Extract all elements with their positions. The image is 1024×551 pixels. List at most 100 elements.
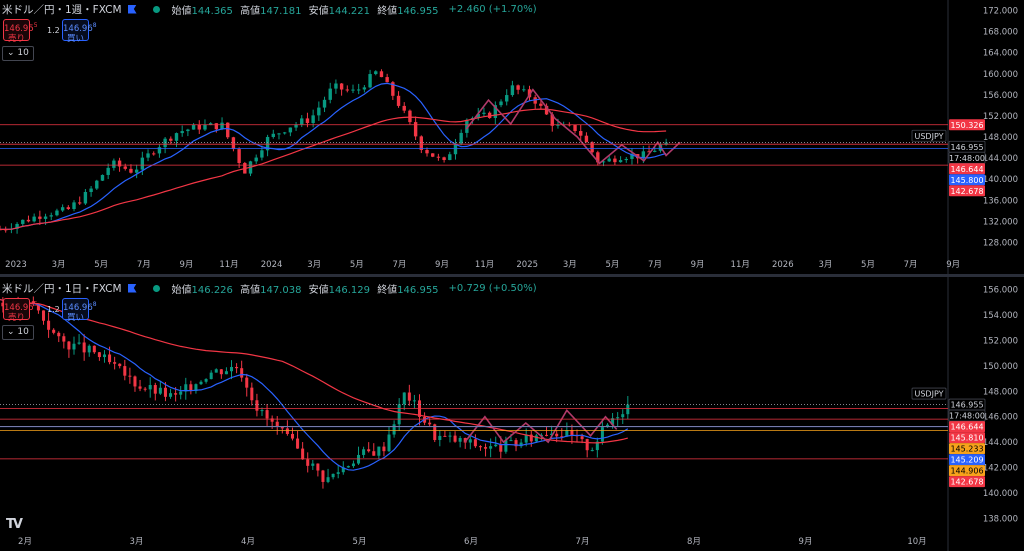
candle-body (529, 434, 533, 442)
candle-body (146, 153, 150, 158)
candle-body (377, 446, 381, 456)
candle-body (285, 428, 289, 434)
y-tick-label: 142.000 (983, 464, 1018, 474)
weekly-chart-canvas[interactable]: 172.000 168.000 164.000 160.000 156.000 152.0… (0, 0, 1024, 274)
price-tag-label: 145.209 (950, 456, 983, 465)
candle-body (412, 400, 416, 402)
candle-body (78, 202, 82, 204)
price-tag-label: 146.955 (950, 401, 983, 410)
y-tick-label: 150.000 (983, 362, 1018, 372)
candle-body (83, 191, 88, 204)
y-tick-label: 144.000 (983, 438, 1018, 448)
ma-long-line (0, 298, 628, 444)
candle-body (442, 157, 446, 161)
daily-ohlc: 始値146.226 高値147.038 安値146.129 終値146.955 (171, 284, 439, 296)
candle-body (438, 435, 442, 440)
candle-body (580, 436, 584, 440)
weekly-chart-pane[interactable]: 172.000 168.000 164.000 160.000 156.000 152.0… (0, 0, 1024, 274)
candle-body (174, 393, 178, 395)
spread-value: 1.2 (47, 305, 60, 314)
candle-body (129, 168, 133, 173)
daily-symbol-title[interactable]: 米ドル／円・1日・FXCM (2, 282, 122, 295)
candle-body (374, 71, 378, 75)
y-tick-label: 132.000 (983, 217, 1018, 227)
candle-body (556, 124, 560, 126)
price-tag (949, 119, 985, 131)
candle-body (499, 444, 503, 452)
candle-body (153, 385, 157, 394)
candle-body (510, 85, 515, 96)
candle-body (341, 467, 345, 473)
candle-body (647, 151, 651, 153)
sell-button[interactable]: 146.955 売り (3, 298, 38, 323)
y-tick-label: 140.000 (983, 175, 1018, 185)
candle-body (584, 135, 589, 143)
candle-body (290, 433, 294, 439)
price-tag-label: 142.678 (950, 478, 983, 487)
pane-separator[interactable] (0, 274, 1024, 277)
sell-button[interactable]: 146.955 売り (3, 19, 38, 44)
candle-body (565, 429, 569, 437)
buy-button[interactable]: 146.968 買い (62, 19, 97, 44)
candle-body (277, 133, 281, 135)
candle-body (66, 207, 71, 210)
weekly-symbol-title[interactable]: 米ドル／円・1週・FXCM (2, 3, 122, 16)
candle-body (240, 368, 244, 378)
candle-body (301, 448, 305, 460)
candle-body (402, 105, 406, 111)
candle-body (123, 366, 127, 376)
candle-body (433, 424, 437, 440)
daily-chart-canvas[interactable]: 156.000 154.000 152.000 150.000 148.000 146.0… (0, 277, 1024, 551)
x-tick-label: 10月 (907, 537, 926, 547)
candle-body (613, 158, 617, 163)
x-tick-label: 9月 (691, 260, 705, 270)
candle-body (465, 119, 469, 133)
y-tick-label: 148.000 (983, 133, 1018, 143)
price-tag (949, 163, 985, 175)
candle-body (478, 446, 482, 448)
price-tag (949, 185, 985, 197)
candle-body (87, 345, 91, 353)
candle-body (555, 433, 559, 437)
x-tick-label: 5月 (350, 260, 364, 270)
spread-value: 1.2 (47, 26, 60, 35)
price-tag (949, 465, 985, 477)
x-tick-label: 7月 (576, 537, 590, 547)
indicator-toggle[interactable]: ⌄ 10 (2, 46, 34, 61)
candle-body (280, 426, 284, 429)
candle-body (184, 384, 188, 392)
candle-body (316, 463, 320, 471)
candle-body (605, 424, 610, 428)
candle-body (311, 115, 315, 124)
candle-body (158, 387, 162, 394)
candle-body (235, 366, 239, 369)
candle-body (339, 83, 344, 90)
candle-body (459, 132, 463, 144)
candle-body (21, 219, 25, 224)
price-tag (949, 476, 985, 488)
candle-body (328, 88, 332, 100)
candle-body (204, 379, 208, 382)
zigzag-pattern (464, 408, 618, 444)
price-tag-label: 17:48:00 (949, 154, 985, 163)
candle-body (407, 392, 411, 401)
candle-body (148, 385, 152, 390)
buy-button[interactable]: 146.968 買い (62, 298, 97, 323)
candle-body (133, 376, 137, 387)
y-tick-label: 148.000 (983, 387, 1018, 397)
indicator-toggle[interactable]: ⌄ 10 (2, 325, 34, 340)
candle-body (271, 133, 275, 137)
candle-body (550, 114, 554, 126)
candle-body (82, 342, 86, 353)
x-tick-label: 11月 (475, 260, 494, 270)
candle-body (118, 363, 122, 367)
tradingview-logo[interactable]: TV (6, 517, 23, 532)
candle-body (128, 375, 132, 377)
daily-chart-pane[interactable]: 156.000 154.000 152.000 150.000 148.000 146.0… (0, 277, 1024, 551)
candle-body (362, 87, 367, 90)
candle-body (169, 393, 173, 397)
candle-body (368, 74, 372, 88)
candle-body (288, 127, 293, 133)
candle-body (607, 158, 611, 162)
candle-body (533, 97, 537, 104)
